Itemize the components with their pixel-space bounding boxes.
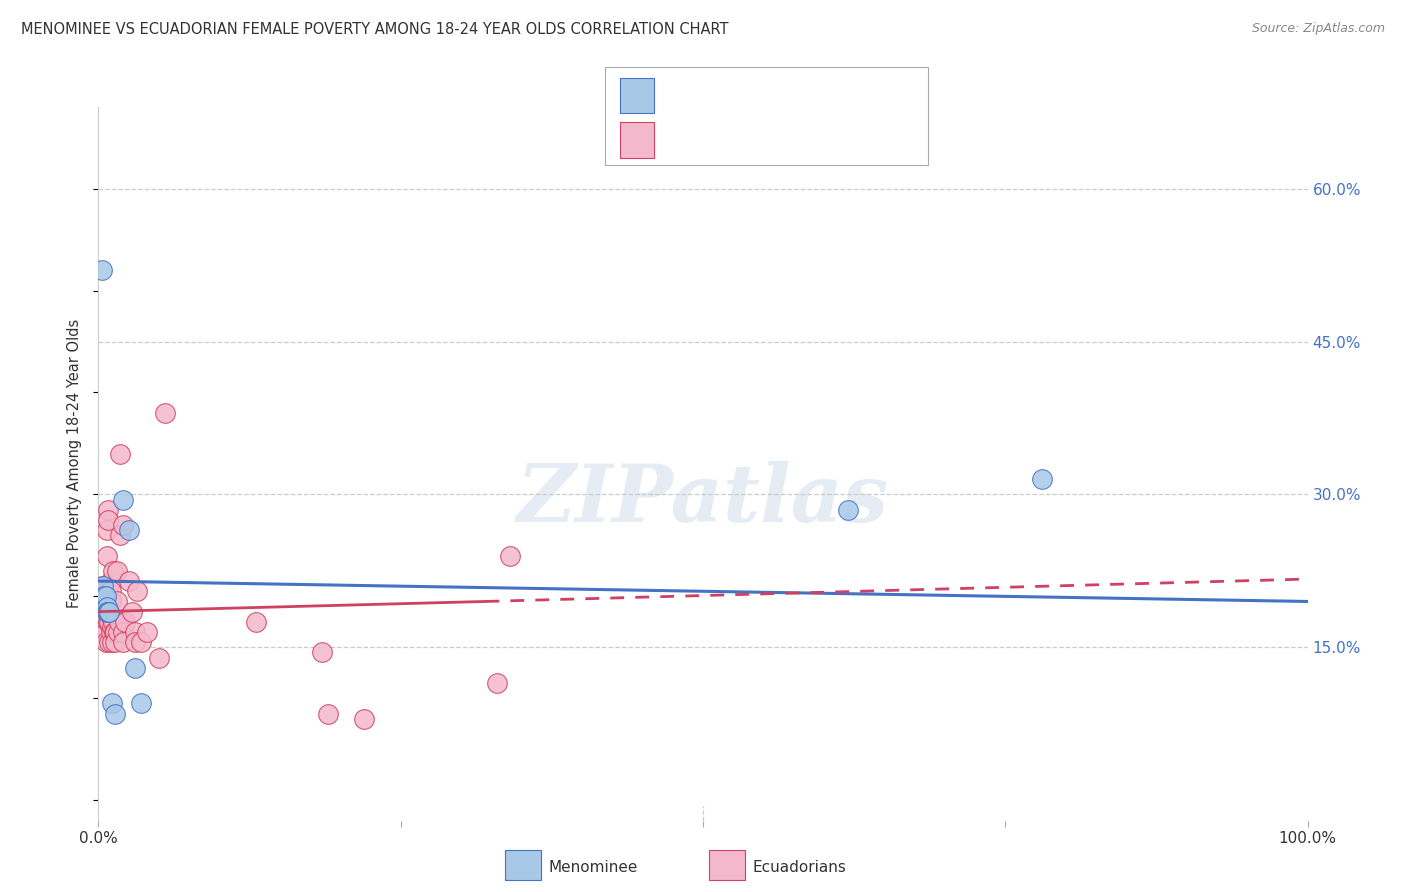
Point bbox=[91, 599, 114, 614]
Point bbox=[94, 625, 117, 640]
Point bbox=[100, 697, 122, 711]
Point bbox=[94, 635, 117, 649]
Text: 16: 16 bbox=[820, 89, 839, 103]
Point bbox=[105, 594, 128, 608]
Point bbox=[118, 523, 141, 537]
Text: 0.053: 0.053 bbox=[700, 134, 747, 148]
Point bbox=[111, 492, 134, 507]
Point bbox=[101, 564, 124, 578]
Point bbox=[245, 615, 267, 629]
Point bbox=[91, 615, 114, 629]
Point bbox=[135, 625, 157, 640]
Point bbox=[100, 635, 122, 649]
Point bbox=[100, 609, 122, 624]
Text: 56: 56 bbox=[820, 134, 839, 148]
Point bbox=[129, 635, 152, 649]
Point bbox=[91, 579, 114, 593]
Text: N =: N = bbox=[778, 134, 810, 148]
Point bbox=[94, 609, 117, 624]
Point bbox=[153, 406, 176, 420]
Point bbox=[96, 549, 118, 563]
Point bbox=[1031, 472, 1053, 486]
Point bbox=[127, 584, 149, 599]
Point bbox=[100, 594, 122, 608]
Point bbox=[97, 594, 120, 608]
Point bbox=[837, 502, 859, 516]
Point bbox=[103, 625, 125, 640]
Point bbox=[98, 594, 121, 608]
Point bbox=[311, 645, 333, 659]
Point bbox=[104, 706, 127, 721]
Point bbox=[104, 625, 127, 640]
Text: Source: ZipAtlas.com: Source: ZipAtlas.com bbox=[1251, 22, 1385, 36]
Text: Menominee: Menominee bbox=[548, 860, 638, 874]
Point bbox=[316, 706, 339, 721]
Text: R =: R = bbox=[661, 134, 697, 148]
Point bbox=[118, 574, 141, 588]
Point bbox=[100, 584, 122, 599]
Point bbox=[108, 615, 131, 629]
Point bbox=[104, 635, 127, 649]
Point bbox=[96, 605, 118, 619]
Point bbox=[100, 625, 122, 640]
Text: Ecuadorians: Ecuadorians bbox=[752, 860, 846, 874]
Y-axis label: Female Poverty Among 18-24 Year Olds: Female Poverty Among 18-24 Year Olds bbox=[67, 319, 83, 608]
Point bbox=[121, 605, 143, 619]
Text: MENOMINEE VS ECUADORIAN FEMALE POVERTY AMONG 18-24 YEAR OLDS CORRELATION CHART: MENOMINEE VS ECUADORIAN FEMALE POVERTY A… bbox=[21, 22, 728, 37]
Point bbox=[105, 564, 128, 578]
Text: R =: R = bbox=[661, 89, 692, 103]
Point bbox=[124, 661, 146, 675]
Text: N =: N = bbox=[778, 89, 810, 103]
Point bbox=[108, 528, 131, 542]
Point bbox=[111, 635, 134, 649]
Point bbox=[97, 502, 120, 516]
Point bbox=[108, 447, 131, 461]
Point bbox=[114, 615, 136, 629]
Point bbox=[96, 599, 118, 614]
Point bbox=[111, 625, 134, 640]
Point bbox=[107, 625, 129, 640]
Point bbox=[91, 625, 114, 640]
Point bbox=[91, 579, 114, 593]
Point bbox=[498, 549, 520, 563]
Point bbox=[129, 697, 152, 711]
Point bbox=[93, 620, 115, 634]
Point bbox=[111, 518, 134, 533]
Point bbox=[91, 263, 114, 277]
Text: -0.036: -0.036 bbox=[700, 89, 752, 103]
Point bbox=[148, 650, 170, 665]
Point bbox=[97, 513, 120, 527]
Point bbox=[100, 620, 122, 634]
Point bbox=[97, 615, 120, 629]
Text: ZIPatlas: ZIPatlas bbox=[517, 461, 889, 538]
Point bbox=[124, 625, 146, 640]
Point bbox=[124, 635, 146, 649]
Point bbox=[97, 605, 120, 619]
Point bbox=[96, 523, 118, 537]
Point bbox=[101, 615, 124, 629]
Point bbox=[98, 635, 121, 649]
Point bbox=[486, 676, 509, 690]
Point bbox=[353, 712, 375, 726]
Point bbox=[98, 615, 121, 629]
Point bbox=[96, 605, 118, 619]
Point bbox=[93, 605, 115, 619]
Point bbox=[98, 605, 121, 619]
Point bbox=[100, 574, 122, 588]
Point bbox=[93, 590, 115, 604]
Point bbox=[94, 590, 117, 604]
